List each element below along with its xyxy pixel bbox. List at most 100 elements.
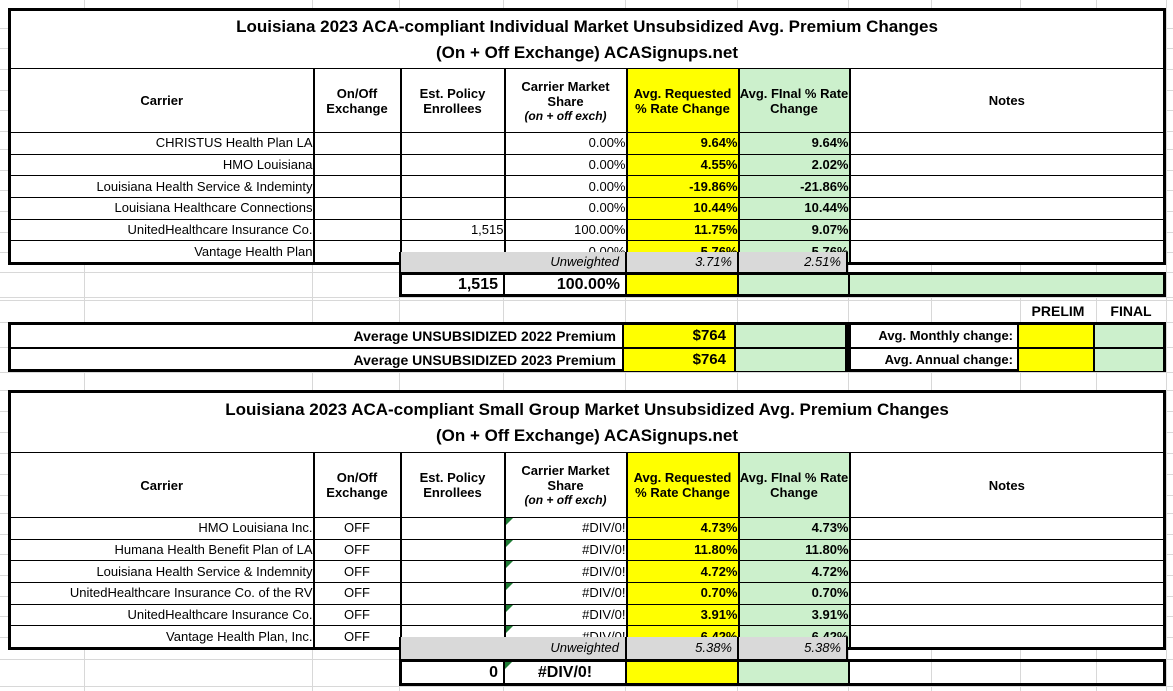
total-final-cell[interactable]: [737, 275, 848, 294]
cell-notes[interactable]: [848, 196, 1166, 220]
cell-enrollees[interactable]: 1,515: [399, 218, 506, 242]
cell-carrier[interactable]: HMO Louisiana Inc.: [8, 517, 315, 540]
cell-enrollees[interactable]: [399, 603, 506, 627]
unweighted-requested[interactable]: 3.71%: [625, 252, 737, 272]
cell-final-rate[interactable]: 9.07%: [737, 218, 851, 242]
cell-notes[interactable]: [848, 132, 1166, 155]
cell-requested-rate[interactable]: 4.55%: [625, 153, 740, 177]
total-requested-cell[interactable]: [625, 275, 737, 294]
cell-notes[interactable]: [848, 153, 1166, 177]
cell-notes[interactable]: [848, 517, 1166, 540]
cell-final-rate[interactable]: 10.44%: [737, 196, 851, 220]
table1-title-line1: Louisiana 2023 ACA-compliant Individual …: [236, 16, 938, 36]
total-market-share[interactable]: 100.00%: [503, 275, 625, 294]
cell-notes[interactable]: [848, 560, 1166, 583]
cell-requested-rate[interactable]: 11.75%: [625, 218, 740, 242]
cell-requested-rate[interactable]: 3.91%: [625, 603, 740, 627]
cell-carrier[interactable]: Humana Health Benefit Plan of LA: [8, 538, 315, 562]
total-notes-cell[interactable]: [848, 662, 1163, 683]
cell-exchange[interactable]: OFF: [312, 625, 402, 649]
total-notes-cell[interactable]: [848, 275, 1163, 294]
cell-enrollees[interactable]: [399, 132, 506, 155]
cell-enrollees[interactable]: [399, 517, 506, 540]
premium-2023-final-cell[interactable]: [734, 349, 845, 371]
cell-carrier[interactable]: Louisiana Health Service & Indeminty: [8, 175, 315, 198]
cell-final-rate[interactable]: 11.80%: [737, 538, 851, 562]
cell-enrollees[interactable]: [399, 196, 506, 220]
cell-carrier[interactable]: Vantage Health Plan, Inc.: [8, 625, 315, 649]
cell-market-share[interactable]: 100.00%: [503, 218, 628, 242]
unweighted-label[interactable]: Unweighted: [399, 252, 625, 272]
cell-requested-rate[interactable]: 9.64%: [625, 132, 740, 155]
cell-carrier[interactable]: CHRISTUS Health Plan LA: [8, 132, 315, 155]
cell-market-share-error[interactable]: #DIV/0!: [503, 581, 628, 605]
cell-carrier[interactable]: UnitedHealthcare Insurance Co. of the RV: [8, 581, 315, 605]
cell-final-rate[interactable]: 0.70%: [737, 581, 851, 605]
unweighted-requested[interactable]: 5.38%: [625, 637, 737, 659]
monthly-change-final[interactable]: [1093, 325, 1163, 347]
cell-enrollees[interactable]: [399, 560, 506, 583]
cell-market-share-error[interactable]: #DIV/0!: [503, 560, 628, 583]
cell-notes[interactable]: [848, 218, 1166, 242]
cell-carrier[interactable]: Louisiana Health Service & Indemnity: [8, 560, 315, 583]
cell-notes[interactable]: [848, 625, 1166, 649]
cell-requested-rate[interactable]: 10.44%: [625, 196, 740, 220]
cell-requested-rate[interactable]: -19.86%: [625, 175, 740, 198]
cell-market-share[interactable]: 0.00%: [503, 153, 628, 177]
cell-notes[interactable]: [848, 538, 1166, 562]
unweighted-final[interactable]: 2.51%: [737, 252, 848, 272]
total-requested-cell[interactable]: [625, 662, 737, 683]
cell-exchange[interactable]: OFF: [312, 581, 402, 605]
cell-market-share[interactable]: 0.00%: [503, 196, 628, 220]
total-market-share-error[interactable]: #DIV/0!: [503, 662, 625, 683]
cell-exchange[interactable]: OFF: [312, 517, 402, 540]
cell-enrollees[interactable]: [399, 175, 506, 198]
cell-exchange[interactable]: [312, 153, 402, 177]
cell-carrier[interactable]: HMO Louisiana: [8, 153, 315, 177]
total-final-cell[interactable]: [737, 662, 848, 683]
cell-final-rate[interactable]: 4.73%: [737, 517, 851, 540]
cell-requested-rate[interactable]: 4.72%: [625, 560, 740, 583]
cell-requested-rate[interactable]: 11.80%: [625, 538, 740, 562]
unweighted-label[interactable]: Unweighted: [399, 637, 625, 659]
cell-exchange[interactable]: [312, 175, 402, 198]
cell-notes[interactable]: [848, 581, 1166, 605]
cell-final-rate[interactable]: 4.72%: [737, 560, 851, 583]
unweighted-final[interactable]: 5.38%: [737, 637, 848, 659]
cell-enrollees[interactable]: [399, 581, 506, 605]
total-enrollees[interactable]: 1,515: [457, 276, 498, 293]
cell-final-rate[interactable]: -21.86%: [737, 175, 851, 198]
cell-market-share-error[interactable]: #DIV/0!: [503, 603, 628, 627]
cell-notes[interactable]: [848, 240, 1166, 264]
cell-final-rate[interactable]: 2.02%: [737, 153, 851, 177]
cell-exchange[interactable]: OFF: [312, 603, 402, 627]
total-enrollees[interactable]: 0: [489, 664, 498, 681]
premium-2023-value[interactable]: $764: [622, 349, 734, 371]
cell-exchange[interactable]: OFF: [312, 538, 402, 562]
cell-notes[interactable]: [848, 175, 1166, 198]
cell-requested-rate[interactable]: 4.73%: [625, 517, 740, 540]
monthly-change-prelim[interactable]: [1017, 325, 1093, 347]
cell-notes[interactable]: [848, 603, 1166, 627]
premium-2022-value[interactable]: $764: [622, 325, 734, 347]
cell-final-rate[interactable]: 3.91%: [737, 603, 851, 627]
cell-market-share[interactable]: 0.00%: [503, 132, 628, 155]
cell-exchange[interactable]: [312, 218, 402, 242]
cell-carrier[interactable]: UnitedHealthcare Insurance Co.: [8, 603, 315, 627]
cell-exchange[interactable]: OFF: [312, 560, 402, 583]
cell-requested-rate[interactable]: 0.70%: [625, 581, 740, 605]
cell-carrier[interactable]: Louisiana Healthcare Connections: [8, 196, 315, 220]
cell-final-rate[interactable]: 9.64%: [737, 132, 851, 155]
cell-market-share-error[interactable]: #DIV/0!: [503, 538, 628, 562]
cell-enrollees[interactable]: [399, 538, 506, 562]
cell-enrollees[interactable]: [399, 153, 506, 177]
cell-market-share[interactable]: 0.00%: [503, 175, 628, 198]
annual-change-prelim[interactable]: [1017, 349, 1093, 371]
cell-market-share-error[interactable]: #DIV/0!: [503, 517, 628, 540]
cell-carrier[interactable]: Vantage Health Plan: [8, 240, 315, 264]
annual-change-final[interactable]: [1093, 349, 1163, 371]
premium-2022-final-cell[interactable]: [734, 325, 845, 347]
cell-exchange[interactable]: [312, 196, 402, 220]
cell-carrier[interactable]: UnitedHealthcare Insurance Co.: [8, 218, 315, 242]
cell-exchange[interactable]: [312, 132, 402, 155]
